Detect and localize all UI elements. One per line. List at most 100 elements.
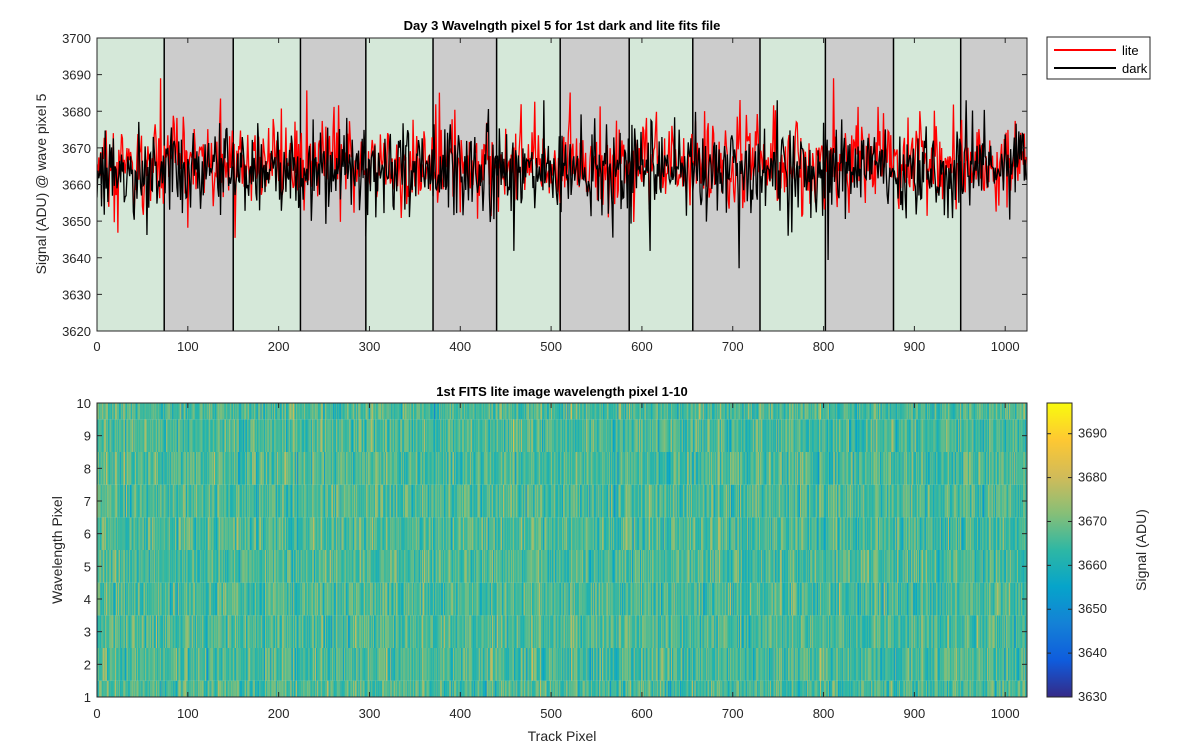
heatmap-cell — [145, 648, 147, 681]
heatmap-cell — [164, 403, 166, 420]
heatmap-cell — [236, 517, 239, 550]
heatmap-cell — [205, 403, 208, 420]
heatmap-cell — [275, 419, 278, 452]
heatmap-cell — [473, 452, 476, 485]
heatmap-cell — [206, 648, 209, 681]
heatmap-cell — [433, 452, 436, 485]
heatmap-cell — [119, 680, 121, 697]
heatmap-cell — [358, 452, 360, 485]
heatmap-cell — [121, 615, 123, 648]
heatmap-cell — [354, 517, 357, 550]
heatmap-cell — [164, 484, 166, 518]
heatmap-cell — [119, 648, 121, 681]
heatmap-cell — [314, 484, 317, 518]
heatmap-cell — [412, 517, 414, 550]
heatmap-cell — [120, 419, 122, 452]
heatmap-cell — [324, 419, 327, 452]
heatmap-cell — [120, 648, 122, 681]
heatmap-cell — [126, 582, 129, 616]
heatmap-cell — [103, 582, 105, 616]
heatmap-cell — [216, 403, 219, 420]
heatmap-cell — [448, 680, 450, 697]
heatmap-cell — [97, 403, 100, 420]
heatmap-cell — [227, 615, 230, 648]
heatmap-cell — [424, 648, 427, 681]
heatmap-cell — [437, 517, 439, 550]
heatmap-cell — [411, 452, 413, 485]
heatmap-cell — [235, 403, 238, 420]
heatmap-cell — [176, 484, 178, 518]
heatmap-cell — [142, 484, 144, 518]
heatmap-cell — [186, 484, 189, 518]
heatmap-cell — [311, 484, 313, 518]
heatmap-cell — [420, 582, 422, 616]
heatmap-cell — [311, 517, 313, 550]
heatmap-cell — [292, 615, 294, 648]
heatmap-cell — [225, 517, 228, 550]
heatmap-cell — [266, 452, 269, 485]
heatmap-cell — [146, 648, 149, 681]
heatmap-cell — [146, 550, 148, 583]
heatmap-cell — [271, 615, 273, 648]
heatmap-cell — [410, 517, 412, 550]
heatmap-cell — [453, 680, 456, 697]
heatmap-cell — [128, 582, 131, 616]
heatmap-cell — [146, 550, 149, 583]
heatmap-cell — [454, 452, 457, 485]
heatmap-cell — [498, 403, 500, 420]
heatmap-cell — [482, 517, 484, 550]
heatmap-cell — [270, 452, 272, 485]
heatmap-cell — [419, 419, 421, 452]
heatmap-cell — [261, 680, 263, 697]
heatmap-cell — [316, 403, 319, 420]
heatmap-cell — [294, 484, 297, 518]
heatmap-cell — [116, 648, 119, 681]
heatmap-cell — [230, 484, 232, 518]
heatmap-cell — [494, 680, 497, 697]
heatmap-cell — [485, 680, 487, 697]
heatmap-cell — [354, 550, 356, 583]
heatmap-cell — [194, 550, 196, 583]
heatmap-cell — [387, 484, 389, 518]
background-band — [164, 38, 234, 331]
heatmap-cell — [501, 680, 503, 697]
heatmap-cell — [156, 517, 158, 550]
heatmap-cell — [304, 550, 307, 583]
heatmap-cell — [467, 550, 469, 583]
heatmap-cell — [365, 517, 368, 550]
heatmap-cell — [265, 419, 268, 452]
heatmap-cell — [262, 615, 264, 648]
heatmap-cell — [267, 550, 269, 583]
heatmap-cell — [258, 517, 260, 550]
heatmap-cell — [463, 582, 465, 616]
heatmap-cell — [353, 550, 355, 583]
heatmap-cell — [176, 615, 179, 648]
heatmap-cell — [440, 419, 442, 452]
heatmap-cell — [255, 484, 257, 518]
heatmap-cell — [116, 452, 119, 485]
heatmap-cell — [250, 648, 252, 681]
heatmap-cell — [139, 484, 141, 518]
heatmap-cell — [284, 615, 286, 648]
heatmap-cell — [139, 517, 141, 550]
heatmap-cell — [246, 517, 249, 550]
heatmap-cell — [423, 648, 426, 681]
heatmap-cell — [328, 517, 330, 550]
heatmap-cell — [285, 648, 287, 681]
heatmap-cell — [482, 680, 485, 697]
heatmap-cell — [501, 419, 503, 452]
heatmap-cell — [332, 648, 334, 681]
heatmap-cell — [327, 403, 329, 420]
heatmap-cell — [423, 484, 425, 518]
heatmap-cell — [450, 615, 452, 648]
heatmap-cell — [311, 550, 313, 583]
heatmap-cell — [354, 517, 356, 550]
heatmap-cell — [135, 484, 137, 518]
heatmap-cell — [500, 452, 502, 485]
heatmap-cell — [417, 517, 419, 550]
heatmap-cell — [373, 452, 375, 485]
heatmap-cell — [263, 419, 265, 452]
heatmap-cell — [184, 484, 186, 518]
heatmap-cell — [222, 582, 224, 616]
heatmap-cell — [178, 615, 180, 648]
